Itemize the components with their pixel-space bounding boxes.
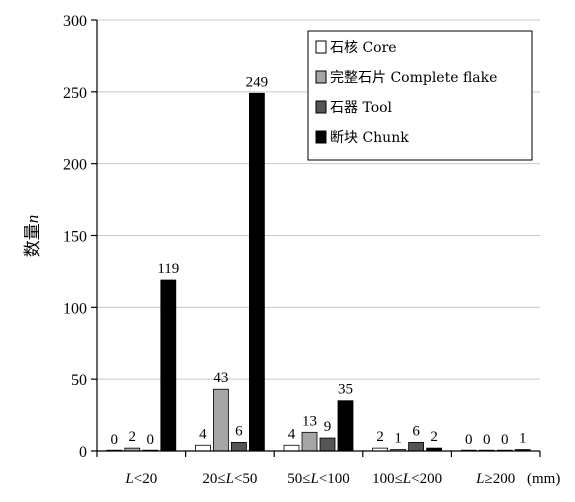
data-label: 0 bbox=[147, 432, 155, 448]
axes bbox=[91, 19, 541, 457]
data-label: 0 bbox=[111, 432, 119, 448]
bar bbox=[230, 441, 247, 452]
bar bbox=[319, 437, 336, 452]
x-tick-label: 50≤L<100 bbox=[287, 471, 350, 487]
data-label: 9 bbox=[324, 419, 332, 435]
legend-swatch bbox=[315, 70, 327, 84]
data-label: 2 bbox=[430, 429, 438, 445]
data-label: 2 bbox=[376, 429, 384, 445]
legend-swatch bbox=[315, 130, 327, 144]
x-tick-label: 100≤L<200 bbox=[372, 471, 442, 487]
y-tick-label: 300 bbox=[63, 13, 87, 30]
bar bbox=[212, 388, 229, 452]
y-tick-label: 150 bbox=[63, 229, 87, 246]
y-axis-title: 数量n bbox=[23, 215, 43, 258]
x-tick-label: L≥200 bbox=[475, 471, 515, 487]
data-label: 6 bbox=[412, 423, 420, 439]
bar bbox=[337, 400, 354, 452]
data-label: 0 bbox=[465, 432, 473, 448]
data-label: 2 bbox=[129, 429, 137, 445]
data-label: 13 bbox=[302, 413, 317, 429]
bar bbox=[194, 444, 211, 452]
legend-box bbox=[307, 30, 533, 161]
legend-label: 石核 Core bbox=[330, 40, 397, 56]
data-label: 43 bbox=[213, 370, 228, 386]
y-tick-label: 250 bbox=[63, 85, 87, 102]
bar bbox=[283, 444, 300, 452]
y-tick-label: 100 bbox=[63, 300, 87, 317]
bar bbox=[301, 431, 318, 452]
legend: 石核 Core 完整石片 Complete flake 石器 Tool 断块 Chun… bbox=[307, 30, 533, 161]
x-tick-label: L<20 bbox=[124, 471, 157, 487]
data-label: 6 bbox=[235, 423, 243, 439]
data-label: 249 bbox=[246, 74, 269, 90]
legend-swatch bbox=[315, 40, 327, 54]
legend-label: 石器 Tool bbox=[330, 100, 393, 116]
y-tick-label: 200 bbox=[63, 157, 87, 174]
bar bbox=[160, 279, 177, 452]
bar bbox=[408, 441, 425, 452]
x-tick-label: 20≤L<50 bbox=[202, 471, 257, 487]
x-axis-unit: (mm) bbox=[527, 471, 560, 487]
data-label: 0 bbox=[483, 432, 491, 448]
y-tick-label: 0 bbox=[79, 444, 87, 461]
data-label: 0 bbox=[501, 432, 509, 448]
data-label: 35 bbox=[338, 382, 353, 398]
legend-label: 完整石片 Complete flake bbox=[330, 70, 497, 86]
legend-label: 断块 Chunk bbox=[330, 130, 409, 146]
y-tick-label: 50 bbox=[71, 372, 87, 389]
data-label: 1 bbox=[394, 431, 402, 447]
x-tick-labels: L<20 20≤L<50 50≤L<100 100≤L<200 L≥200 bbox=[124, 471, 515, 487]
bar bbox=[248, 92, 265, 452]
y-tick-labels: 0 50 100 150 200 250 300 bbox=[63, 13, 87, 461]
data-label: 4 bbox=[288, 426, 296, 442]
legend-swatch bbox=[315, 100, 327, 114]
data-label: 119 bbox=[157, 261, 179, 277]
data-label: 4 bbox=[199, 426, 207, 442]
data-label: 1 bbox=[519, 431, 527, 447]
